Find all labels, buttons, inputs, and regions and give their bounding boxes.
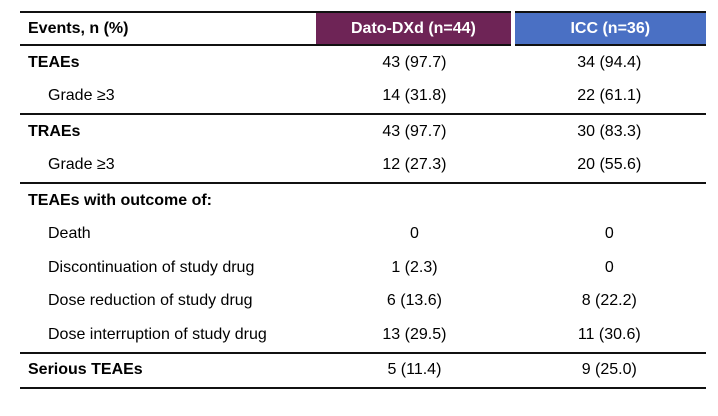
header-row: Events, n (%) Dato-DXd (n=44) ICC (n=36)	[20, 12, 706, 45]
dato-dxd-value	[316, 183, 512, 218]
icc-value: 0	[604, 225, 614, 243]
adverse-events-table: Events, n (%) Dato-DXd (n=44) ICC (n=36)…	[20, 11, 706, 389]
table-row: Discontinuation of study drug 1 (2.3) 0	[20, 251, 706, 285]
icc-value: 30 (83.3)	[577, 122, 642, 140]
icc-column-header: ICC (n=36)	[510, 12, 706, 45]
event-label: Serious TEAEs	[28, 361, 143, 379]
table-row: TRAEs 43 (97.7) 30 (83.3)	[20, 114, 706, 149]
table-row: Dose interruption of study drug 13 (29.5…	[20, 318, 706, 353]
events-column-header: Events, n (%)	[20, 12, 317, 45]
event-label: Dose interruption of study drug	[48, 325, 267, 343]
icc-value	[513, 183, 706, 218]
icc-value: 20 (55.6)	[577, 156, 642, 174]
table-row: TEAEs with outcome of:	[20, 183, 706, 218]
dato-dxd-value: 43 (97.7)	[382, 53, 447, 71]
dato-dxd-value: 1 (2.3)	[391, 258, 438, 276]
table-row: Grade ≥3 14 (31.8) 22 (61.1)	[20, 80, 706, 114]
event-label: TEAEs	[28, 53, 80, 71]
event-label: TEAEs with outcome of:	[28, 191, 212, 209]
icc-value: 11 (30.6)	[577, 325, 641, 343]
icc-value: 34 (94.4)	[577, 53, 642, 71]
dato-dxd-value: 12 (27.3)	[382, 156, 447, 174]
table-row: Dose reduction of study drug 6 (13.6) 8 …	[20, 285, 706, 319]
table-row: TEAEs 43 (97.7) 34 (94.4)	[20, 45, 706, 80]
dato-dxd-value: 43 (97.7)	[382, 122, 447, 140]
event-label: Dose reduction of study drug	[48, 292, 253, 310]
event-label: TRAEs	[28, 122, 81, 140]
dato-dxd-value: 5 (11.4)	[387, 361, 442, 379]
dato-dxd-value: 14 (31.8)	[382, 87, 447, 105]
event-label: Discontinuation of study drug	[48, 258, 255, 276]
event-label: Grade ≥3	[48, 87, 115, 105]
event-label: Death	[48, 225, 91, 243]
dato-dxd-value: 13 (29.5)	[382, 325, 447, 343]
dato-dxd-value: 6 (13.6)	[386, 292, 442, 310]
icc-value: 0	[604, 258, 614, 276]
table-row: Death 0 0	[20, 218, 706, 252]
table-row: Grade ≥3 12 (27.3) 20 (55.6)	[20, 149, 706, 183]
icc-value: 9 (25.0)	[581, 361, 637, 379]
dato-dxd-column-header: Dato-DXd (n=44)	[316, 12, 513, 45]
icc-value: 8 (22.2)	[581, 292, 637, 310]
table-body: TEAEs 43 (97.7) 34 (94.4) Grade ≥3 14 (3…	[20, 45, 706, 388]
event-label: Grade ≥3	[48, 156, 115, 174]
dato-dxd-value: 0	[409, 225, 419, 243]
icc-value: 22 (61.1)	[577, 87, 642, 105]
table-row: Serious TEAEs 5 (11.4) 9 (25.0)	[20, 353, 706, 389]
